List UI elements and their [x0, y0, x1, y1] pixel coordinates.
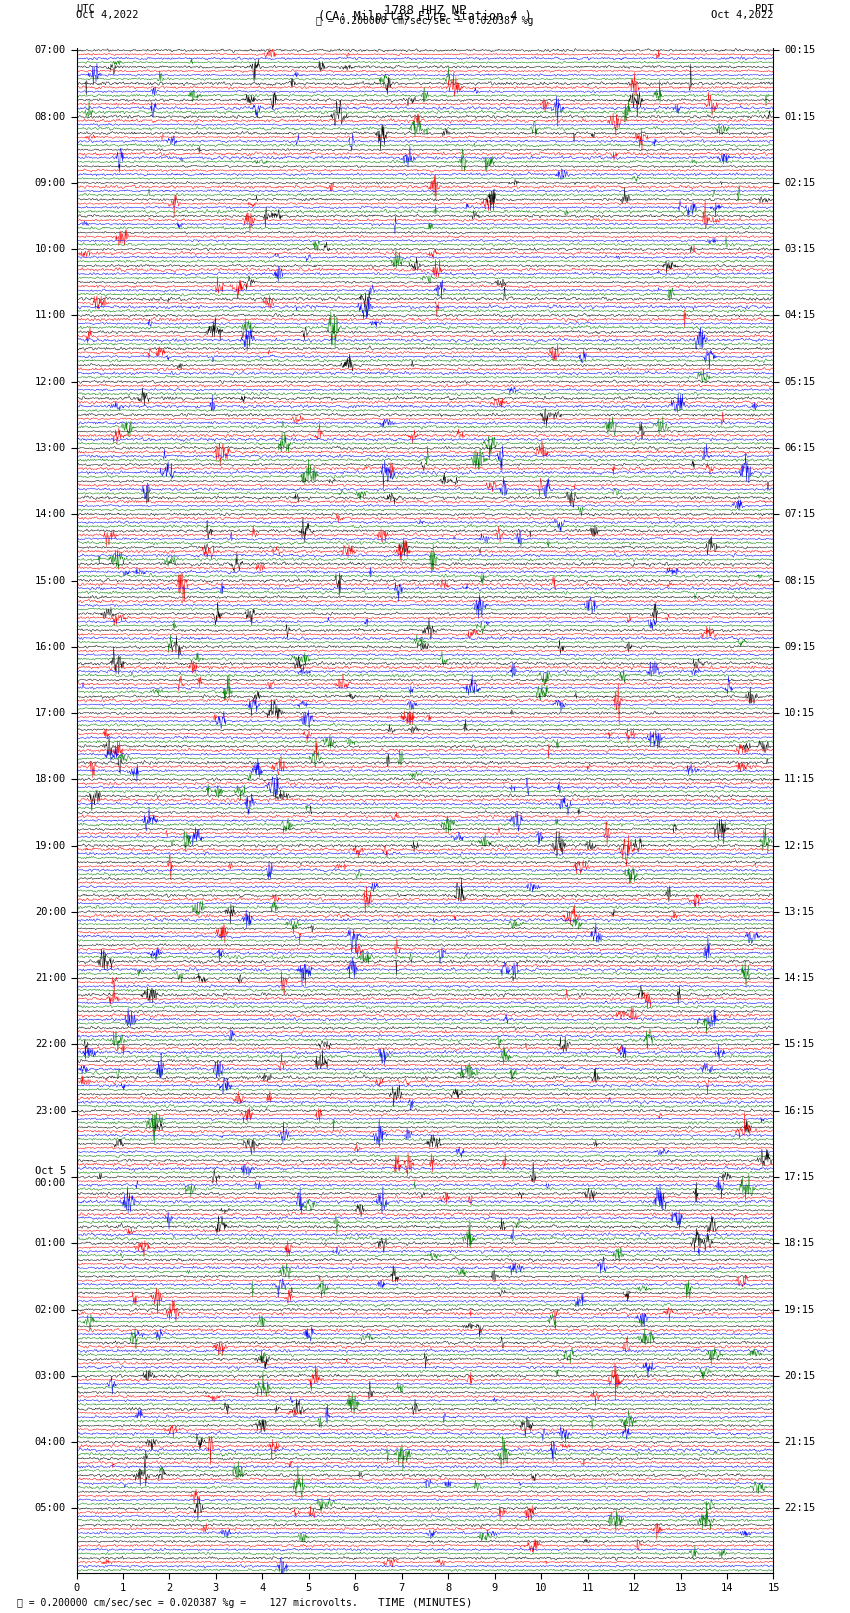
X-axis label: TIME (MINUTES): TIME (MINUTES) — [377, 1597, 473, 1607]
Text: UTC: UTC — [76, 5, 95, 15]
Text: 1788 HHZ NP: 1788 HHZ NP — [383, 5, 467, 18]
Text: ⏐ = 0.200000 cm/sec/sec = 0.020387 %g =    127 microvolts.: ⏐ = 0.200000 cm/sec/sec = 0.020387 %g = … — [17, 1598, 358, 1608]
Text: Oct 4,2022: Oct 4,2022 — [76, 11, 139, 21]
Text: PDT: PDT — [755, 5, 774, 15]
Text: (CA: Milpitas Fire Station 4 ): (CA: Milpitas Fire Station 4 ) — [318, 10, 532, 23]
Text: ⏐ = 0.200000 cm/sec/sec = 0.020387 %g: ⏐ = 0.200000 cm/sec/sec = 0.020387 %g — [316, 16, 534, 26]
Text: Oct 4,2022: Oct 4,2022 — [711, 11, 774, 21]
